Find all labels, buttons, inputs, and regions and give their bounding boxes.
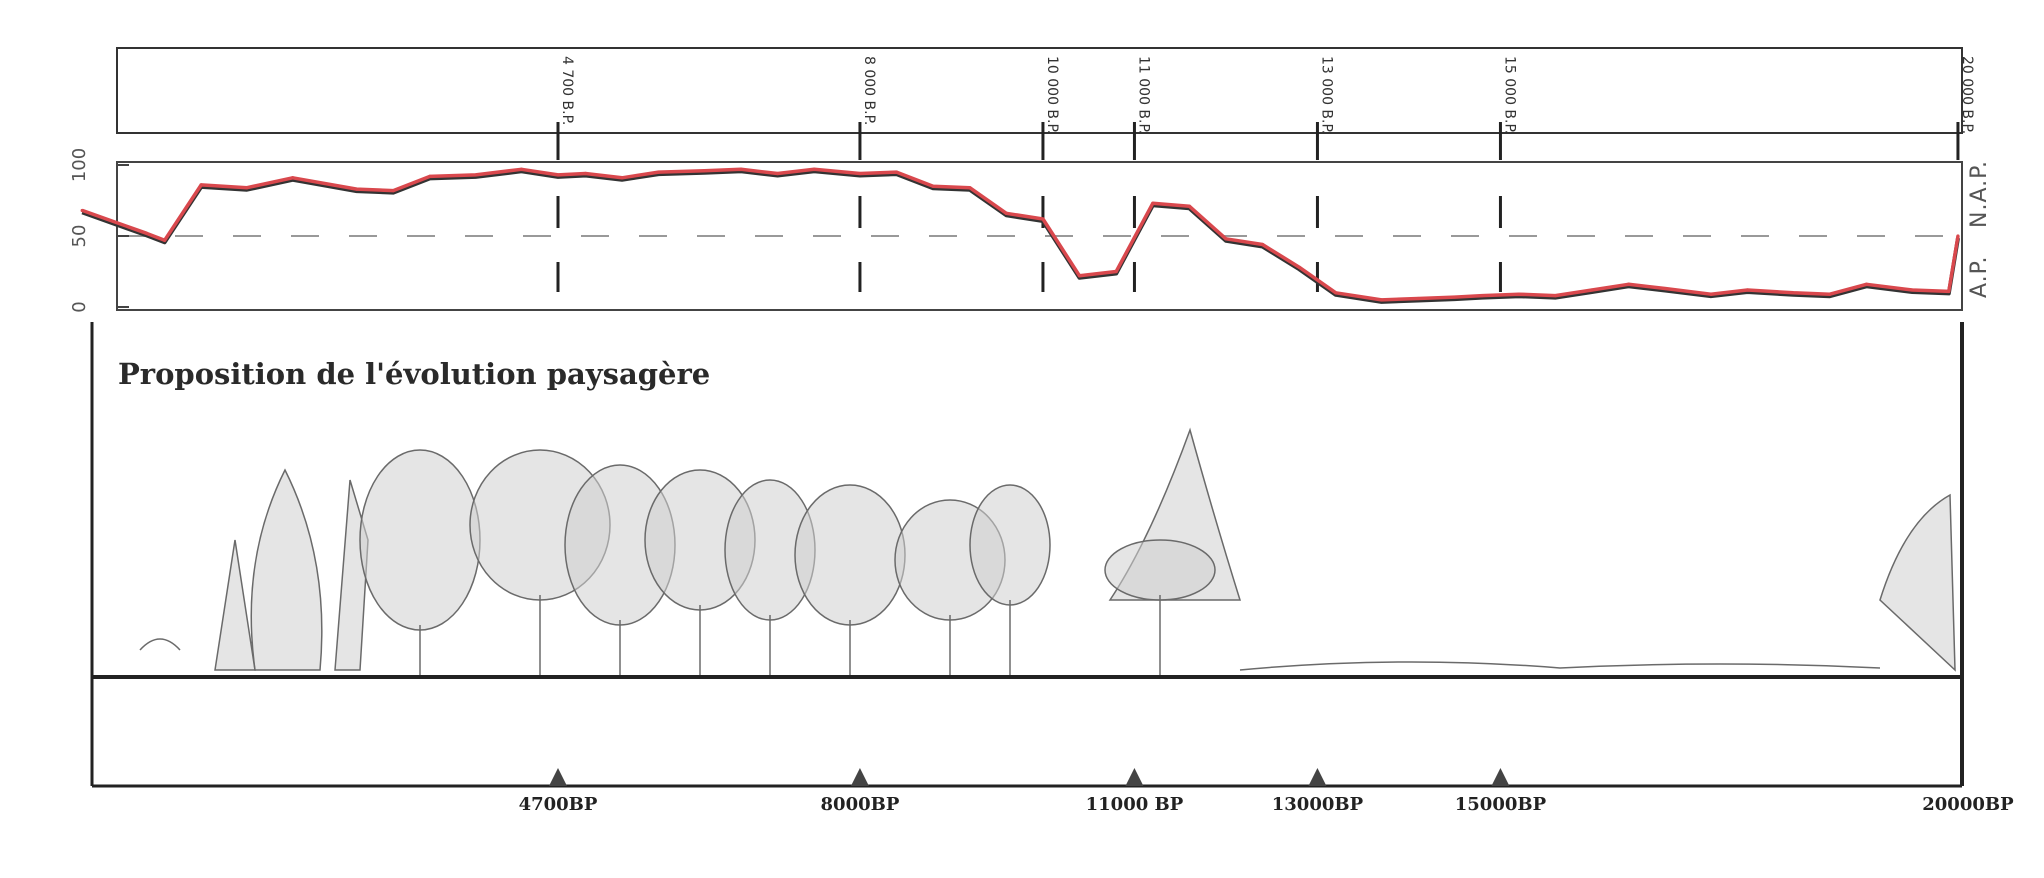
top-date-markers: 4 700 B.P. 8 000 B.P. 10 000 B.P. 11 000 B.… bbox=[556, 56, 1975, 160]
data-point bbox=[1077, 274, 1082, 278]
y-tick-label: 0 bbox=[69, 301, 90, 312]
data-point bbox=[931, 184, 935, 188]
data-point bbox=[1480, 294, 1484, 298]
data-point bbox=[1910, 288, 1914, 292]
landscape-section: Proposition de l'évolution paysagère bbox=[90, 322, 2014, 815]
data-point bbox=[162, 238, 167, 242]
data-point bbox=[1864, 282, 1869, 286]
data-point bbox=[1791, 291, 1795, 295]
bottom-date-label: 8000BP bbox=[821, 794, 900, 815]
y-axis-ticks: 0 50 100 bbox=[69, 148, 129, 313]
data-point bbox=[1745, 288, 1750, 292]
top-date-label: 13 000 B.P. bbox=[1318, 56, 1334, 134]
bottom-date-label: 11000 BP bbox=[1086, 794, 1184, 815]
data-point bbox=[1041, 217, 1045, 221]
bottom-date-mark bbox=[850, 768, 869, 786]
data-point bbox=[1453, 295, 1457, 299]
data-point bbox=[812, 167, 816, 171]
data-point bbox=[894, 170, 899, 174]
data-point bbox=[776, 171, 780, 176]
bottom-date-mark bbox=[1125, 768, 1144, 786]
data-point bbox=[620, 176, 624, 180]
chart-title: Proposition de l'évolution paysagère bbox=[118, 357, 710, 391]
right-label-nap: N.A.P. bbox=[1967, 160, 1992, 228]
data-point bbox=[1709, 292, 1713, 296]
top-date-label: 11 000 B.P. bbox=[1135, 56, 1151, 134]
data-point bbox=[1590, 288, 1594, 292]
data-point bbox=[1151, 201, 1155, 205]
data-point bbox=[428, 174, 432, 178]
data-point bbox=[858, 171, 862, 176]
data-point bbox=[657, 170, 661, 174]
bottom-date-mark bbox=[549, 768, 567, 786]
data-point bbox=[1956, 234, 1960, 238]
data-point bbox=[1004, 211, 1008, 215]
data-point bbox=[291, 176, 295, 180]
data-point bbox=[739, 167, 743, 171]
data-point bbox=[391, 188, 395, 193]
pollen-diagram: 0 50 100 N.A.P. A.P. bbox=[69, 148, 1992, 313]
date-band-top: 4 700 B.P. 8 000 B.P. 10 000 B.P. 11 000 B.… bbox=[116, 47, 1975, 160]
bottom-date-mark bbox=[1491, 768, 1510, 786]
right-label-ap: A.P. bbox=[1967, 256, 1992, 299]
top-date-label: 15 000 B.P. bbox=[1501, 56, 1517, 134]
data-point bbox=[583, 171, 588, 176]
data-point bbox=[1416, 296, 1420, 301]
data-point bbox=[1663, 286, 1667, 291]
bottom-date-label: 4700BP bbox=[519, 794, 598, 815]
bottom-date-label: 20000BP bbox=[1922, 794, 2014, 815]
top-date-label: 20 000 B.P. bbox=[1959, 56, 1975, 134]
data-point bbox=[355, 187, 359, 191]
data-point bbox=[556, 173, 560, 177]
data-point bbox=[1379, 298, 1384, 302]
series-line-ap bbox=[81, 167, 1960, 302]
date-dash-markers bbox=[556, 196, 1502, 292]
data-point bbox=[1626, 282, 1631, 286]
data-point bbox=[474, 173, 478, 177]
y-tick-label: 50 bbox=[69, 225, 90, 248]
data-point bbox=[1947, 289, 1951, 293]
y-tick-label: 100 bbox=[69, 148, 90, 182]
series-points bbox=[80, 167, 1960, 302]
data-point bbox=[1334, 291, 1338, 295]
data-point bbox=[519, 167, 524, 171]
top-date-label: 4 700 B.P. bbox=[559, 56, 575, 125]
data-point bbox=[1553, 294, 1557, 298]
landscape-illustration bbox=[139, 427, 1956, 676]
top-date-label: 8 000 B.P. bbox=[861, 56, 877, 125]
date-band-frame bbox=[116, 47, 1963, 134]
bottom-date-label: 15000BP bbox=[1455, 794, 1547, 815]
data-point bbox=[80, 208, 84, 213]
data-point bbox=[245, 186, 249, 190]
data-point bbox=[968, 186, 972, 190]
data-point bbox=[1260, 242, 1265, 247]
top-date-label: 10 000 B.P. bbox=[1044, 56, 1060, 134]
data-point bbox=[1828, 292, 1832, 296]
data-point bbox=[702, 169, 707, 173]
bottom-date-label: 13000BP bbox=[1272, 794, 1364, 815]
data-point bbox=[199, 183, 203, 187]
data-point bbox=[1224, 237, 1228, 241]
data-point bbox=[144, 231, 148, 235]
data-point bbox=[1187, 204, 1191, 208]
data-point bbox=[1517, 292, 1521, 296]
data-point bbox=[1297, 265, 1301, 269]
bottom-date-markers: 4700BP 8000BP 11000 BP 13000BP 15000BP 20000B… bbox=[519, 768, 2014, 815]
data-point bbox=[1114, 269, 1118, 274]
bottom-date-mark bbox=[1308, 768, 1327, 786]
